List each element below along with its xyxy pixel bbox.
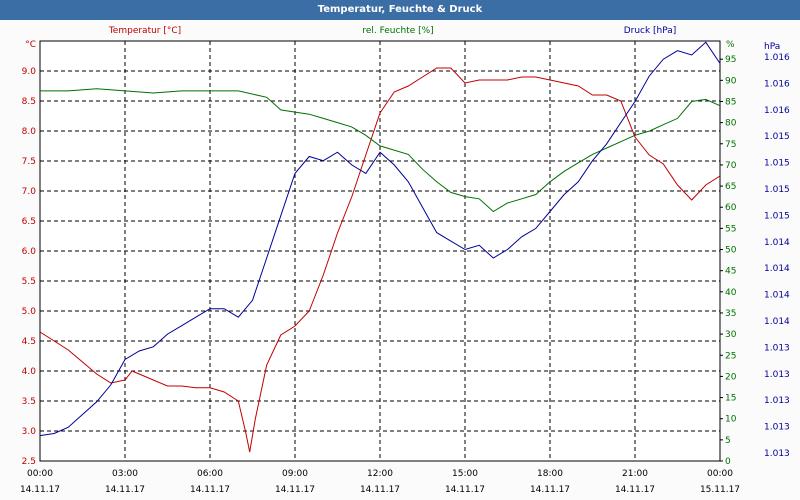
chart-title: Temperatur, Feuchte & Druck	[0, 0, 800, 20]
x-tick-date: 14.11.17	[275, 485, 315, 495]
y-tick-temperature: 8.5	[22, 97, 36, 107]
y-tick-temperature: 6.0	[22, 247, 37, 257]
y-tick-pressure: 1.013	[764, 396, 790, 406]
x-tick-date: 14.11.17	[105, 485, 145, 495]
y-tick-pressure: 1.013	[764, 449, 790, 459]
y-tick-pressure: 1.014	[764, 291, 790, 301]
pressure-line	[39, 41, 721, 437]
x-tick-date: 14.11.17	[445, 485, 485, 495]
legend-humidity: rel. Feuchte [%]	[362, 26, 433, 36]
x-tick-date: 15.11.17	[700, 485, 740, 495]
y-tick-humidity: 30	[725, 330, 737, 340]
x-tick-date: 14.11.17	[615, 485, 655, 495]
y-tick-humidity: 60	[725, 203, 737, 213]
temperature-line	[39, 67, 721, 453]
x-tick-time: 09:00	[282, 469, 308, 479]
y-tick-temperature: 7.0	[22, 187, 37, 197]
y-tick-temperature: 5.0	[22, 307, 37, 317]
x-tick-date: 14.11.17	[360, 485, 400, 495]
y-tick-pressure: 1.013	[764, 370, 790, 380]
y-tick-temperature: 7.5	[22, 157, 36, 167]
y-tick-humidity: 5	[725, 436, 731, 446]
y-tick-pressure: 1.013	[764, 343, 790, 353]
y-tick-pressure: 1.015	[764, 159, 790, 169]
y-tick-humidity: 15	[725, 394, 736, 404]
y-tick-pressure: 1.015	[764, 185, 790, 195]
y-unit-temperature: °C	[25, 40, 36, 50]
x-tick-date: 14.11.17	[190, 485, 230, 495]
humidity-line	[40, 88, 721, 213]
y-tick-pressure: 1.015	[764, 132, 790, 142]
y-tick-humidity: 20	[725, 372, 737, 382]
x-tick-time: 15:00	[452, 469, 478, 479]
y-tick-temperature: 3.5	[22, 397, 36, 407]
y-tick-pressure: 1.014	[764, 238, 790, 248]
legend-pressure: Druck [hPa]	[624, 26, 677, 36]
x-tick-date: 14.11.17	[530, 485, 570, 495]
y-tick-humidity: 85	[725, 97, 736, 107]
x-tick-time: 00:00	[707, 469, 733, 479]
y-tick-humidity: 50	[725, 246, 737, 256]
y-tick-humidity: 10	[725, 415, 737, 425]
y-tick-temperature: 3.0	[22, 427, 37, 437]
x-tick-time: 18:00	[537, 469, 563, 479]
y-tick-pressure: 1.014	[764, 317, 790, 327]
y-tick-temperature: 4.0	[22, 367, 37, 377]
x-tick-time: 06:00	[197, 469, 223, 479]
x-tick-date: 14.11.17	[20, 485, 60, 495]
y-tick-temperature: 6.5	[22, 217, 36, 227]
y-tick-pressure: 1.013	[764, 423, 790, 433]
y-tick-pressure: 1.015	[764, 211, 790, 221]
x-tick-time: 21:00	[622, 469, 648, 479]
y-tick-humidity: 90	[725, 76, 737, 86]
chart-canvas: 00:00 14.11.17 03:00 14.11.17 06:00 14.11.17 0…	[20, 26, 790, 495]
y-tick-temperature: 9.0	[22, 67, 37, 77]
y-tick-humidity: 35	[725, 309, 736, 319]
grid-lines	[40, 41, 723, 462]
y-tick-pressure: 1.016	[764, 79, 790, 89]
legend-temperature: Temperatur [°C]	[108, 26, 181, 36]
y-tick-humidity: 40	[725, 288, 737, 298]
x-tick-time: 00:00	[27, 469, 53, 479]
y-tick-temperature: 5.5	[22, 277, 36, 287]
y-tick-humidity: 80	[725, 119, 737, 129]
x-tick-time: 12:00	[367, 469, 393, 479]
y-tick-pressure: 1.016	[764, 106, 790, 116]
y-tick-humidity: 75	[725, 140, 736, 150]
y-tick-temperature: 2.5	[22, 457, 36, 467]
y-tick-humidity: 25	[725, 351, 736, 361]
y-tick-temperature: 4.5	[22, 337, 36, 347]
y-tick-pressure: 1.016	[764, 53, 790, 63]
y-tick-humidity: 95	[725, 55, 736, 65]
x-tick-time: 03:00	[112, 469, 138, 479]
y-tick-humidity: 55	[725, 224, 736, 234]
y-tick-humidity: 0	[725, 457, 731, 467]
y-unit-humidity: %	[726, 40, 735, 50]
y-unit-pressure: hPa	[764, 42, 780, 52]
y-tick-pressure: 1.014	[764, 264, 790, 274]
y-tick-humidity: 65	[725, 182, 736, 192]
y-tick-temperature: 8.0	[22, 127, 37, 137]
y-tick-humidity: 70	[725, 161, 737, 171]
y-tick-humidity: 45	[725, 267, 736, 277]
chart-area: 00:00 14.11.17 03:00 14.11.17 06:00 14.11.17 0…	[0, 20, 800, 500]
